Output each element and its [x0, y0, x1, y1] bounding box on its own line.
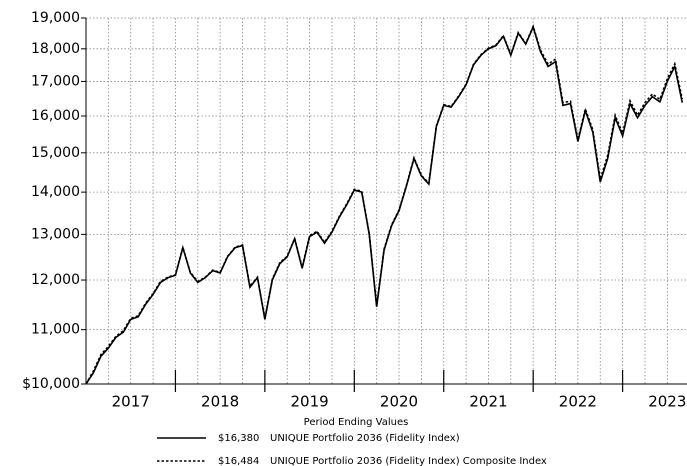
x-tick-label: 2021: [469, 393, 507, 411]
legend-label: UNIQUE Portfolio 2036 (Fidelity Index): [270, 433, 460, 444]
y-tick-label: 16,000: [31, 108, 80, 124]
series-line: [85, 24, 684, 385]
y-tick-label: 17,000: [31, 73, 80, 89]
y-tick-label: $10,000: [22, 376, 80, 392]
x-axis-label: Period Ending Values: [304, 417, 409, 428]
legend-value: $16,484: [218, 456, 259, 466]
x-tick-label: 2017: [112, 393, 150, 411]
y-tick-label: 18,000: [31, 41, 80, 57]
x-tick-label: 2018: [201, 393, 239, 411]
y-tick-label: 11,000: [31, 322, 80, 338]
y-tick-label: 12,000: [31, 272, 80, 288]
x-tick-label: 2020: [380, 393, 418, 411]
x-tick-label: 2023: [648, 393, 686, 411]
x-tick-label: 2022: [559, 393, 597, 411]
y-tick-label: 15,000: [31, 145, 80, 161]
legend-label: UNIQUE Portfolio 2036 (Fidelity Index) C…: [270, 456, 547, 466]
legend-value: $16,380: [218, 433, 259, 444]
y-tick-label: 13,000: [31, 226, 80, 242]
y-tick-label: 19,000: [31, 10, 80, 26]
x-tick-label: 2019: [290, 393, 328, 411]
y-tick-label: 14,000: [31, 184, 80, 200]
